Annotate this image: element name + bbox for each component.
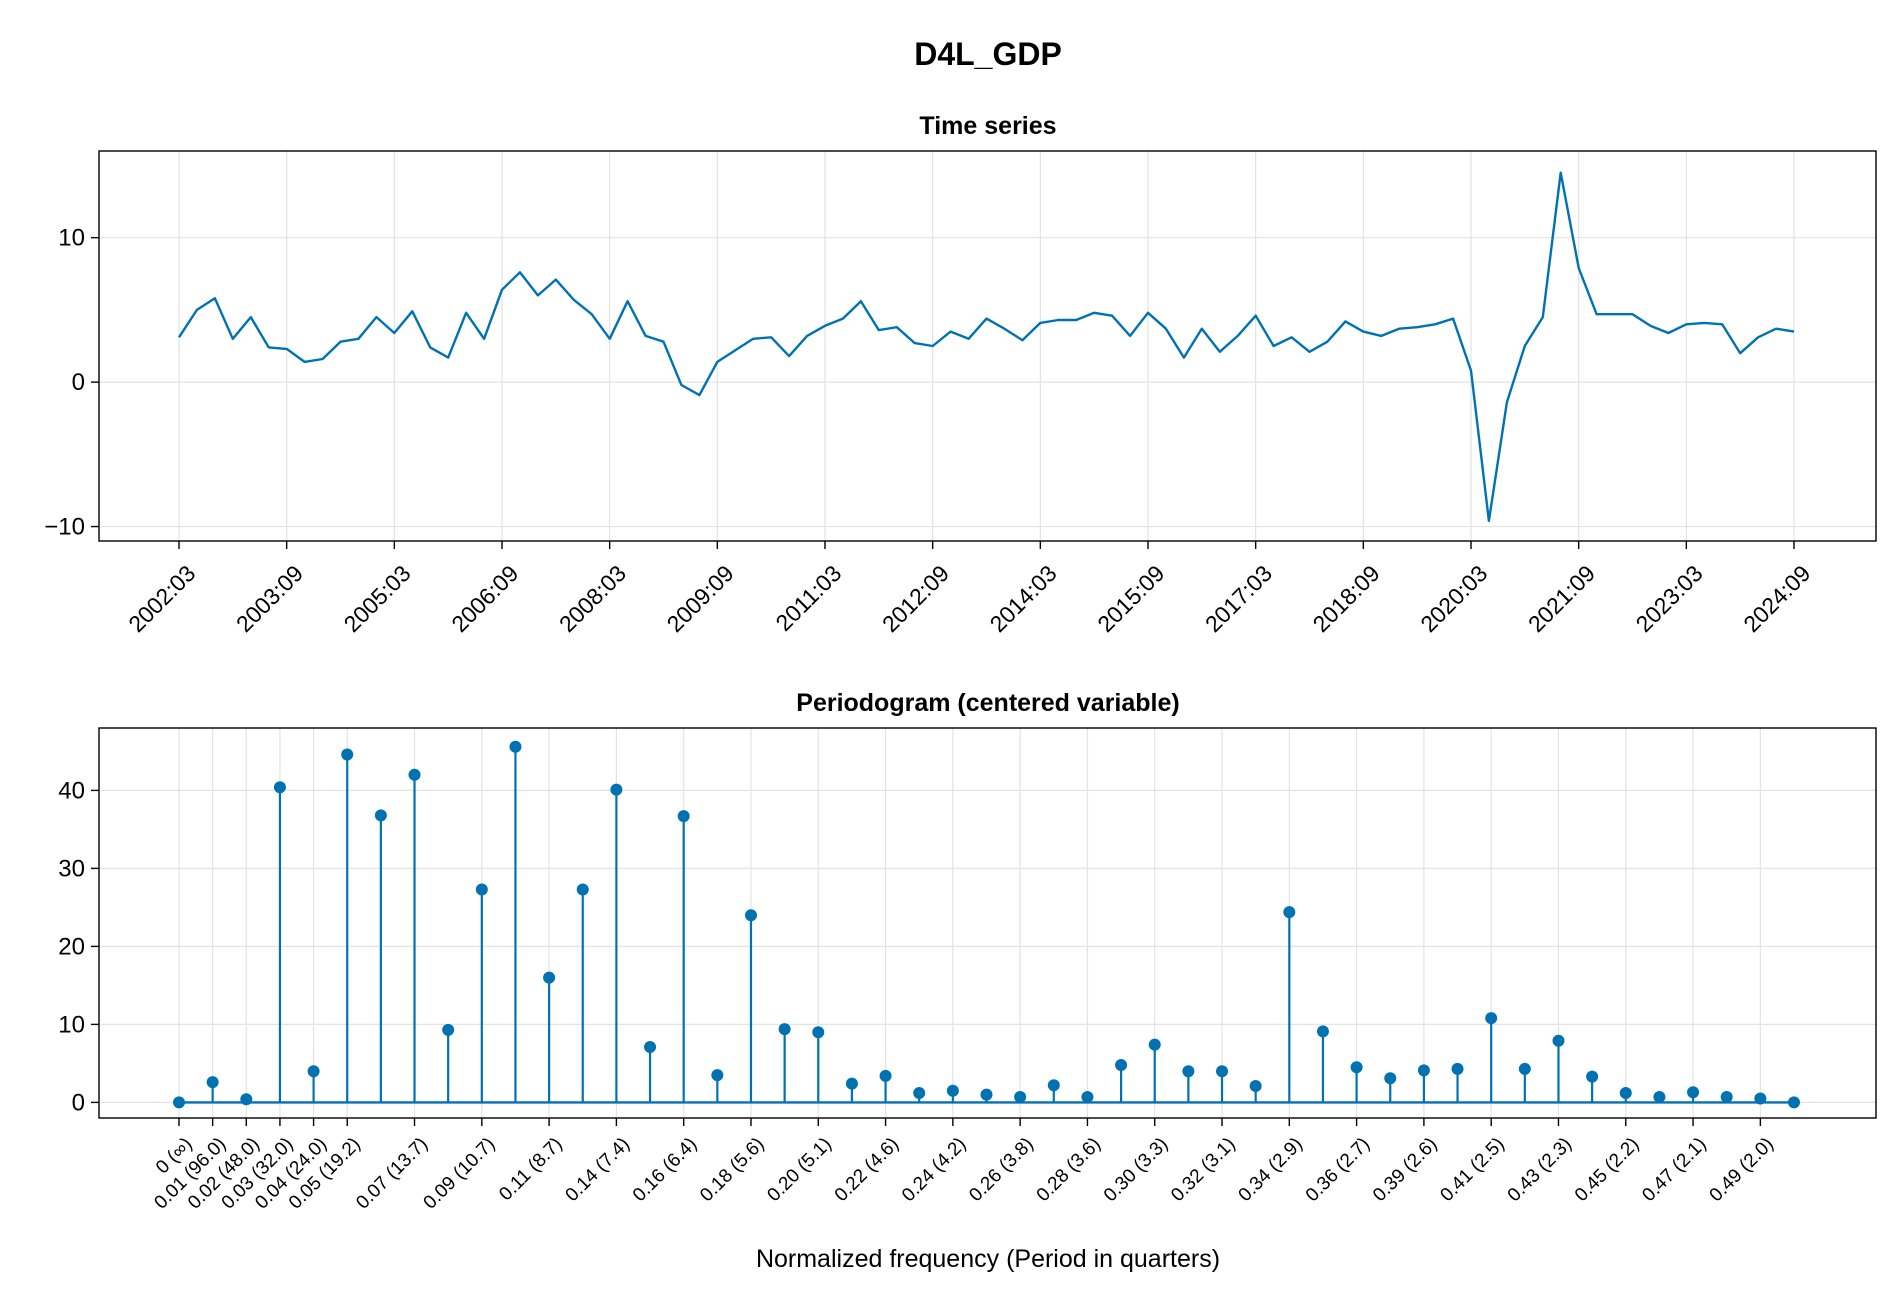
y-tick-label: 10 <box>58 225 85 252</box>
stem-marker <box>374 809 387 822</box>
periodogram-stems <box>173 740 1800 1109</box>
stem-marker <box>1518 1062 1531 1075</box>
stem-marker <box>1081 1090 1094 1103</box>
stem-marker <box>307 1065 320 1078</box>
stem-marker <box>1047 1079 1060 1092</box>
figure-title: D4L_GDP <box>914 36 1062 72</box>
stem-marker <box>677 810 690 823</box>
stem-marker <box>1182 1065 1195 1078</box>
stem-marker <box>509 740 522 753</box>
periodogram-title: Periodogram (centered variable) <box>796 689 1179 717</box>
y-tick-label: 40 <box>58 777 85 804</box>
stem-marker <box>442 1023 455 1036</box>
stem-marker <box>273 781 286 794</box>
time-series-title: Time series <box>919 112 1056 140</box>
stem-marker <box>206 1076 219 1089</box>
stem-marker <box>1619 1087 1632 1100</box>
stem-marker <box>778 1023 791 1036</box>
stem-marker <box>1754 1092 1767 1105</box>
periodogram-y-axis: 0 10 20 30 40 <box>58 777 99 1116</box>
stem-marker <box>408 768 421 781</box>
stem-marker <box>1687 1086 1700 1099</box>
stem-marker <box>1283 906 1296 919</box>
stem-marker <box>644 1041 657 1054</box>
stem-marker <box>1384 1072 1397 1085</box>
y-tick-label: 0 <box>72 369 85 396</box>
stem-marker <box>1653 1090 1666 1103</box>
stem-marker <box>240 1093 253 1106</box>
stem-marker <box>610 783 623 796</box>
stem-marker <box>341 748 354 761</box>
stem-marker <box>1316 1025 1329 1038</box>
stem-marker <box>980 1088 993 1101</box>
stem-marker <box>913 1087 926 1100</box>
time-series-frame <box>98 150 1877 542</box>
periodogram-x-label: Normalized frequency (Period in quarters… <box>756 1245 1220 1273</box>
stem-marker <box>1148 1038 1161 1051</box>
time-series-y-axis: −10 0 10 <box>44 225 99 541</box>
stem-marker <box>845 1077 858 1090</box>
y-tick-label: 0 <box>72 1089 85 1116</box>
y-tick-label: 30 <box>58 855 85 882</box>
time-series-line <box>177 171 1795 522</box>
y-tick-label: −10 <box>44 514 85 541</box>
stem-marker <box>744 909 757 922</box>
stem-marker <box>1249 1080 1262 1093</box>
stem-marker <box>879 1069 892 1082</box>
stem-marker <box>1417 1064 1430 1077</box>
stem-marker <box>576 883 589 896</box>
stem-marker <box>1115 1058 1128 1071</box>
stem-marker <box>1552 1034 1565 1047</box>
stem-marker <box>1350 1061 1363 1074</box>
stem-marker <box>543 971 556 984</box>
stem-marker <box>1788 1096 1800 1109</box>
stem-marker <box>1720 1090 1733 1103</box>
stem-marker <box>1216 1065 1229 1078</box>
periodogram-frame <box>98 727 1877 1119</box>
y-tick-label: 20 <box>58 933 85 960</box>
y-tick-label: 10 <box>58 1011 85 1038</box>
stem-marker <box>946 1084 959 1097</box>
stem-marker <box>1485 1012 1498 1025</box>
stem-marker <box>1586 1070 1599 1083</box>
stem-marker <box>173 1096 185 1109</box>
stem-marker <box>1014 1090 1027 1103</box>
stem-marker <box>711 1069 724 1082</box>
stem-marker <box>812 1026 825 1039</box>
stem-marker <box>1451 1062 1464 1075</box>
stem-marker <box>475 883 488 896</box>
